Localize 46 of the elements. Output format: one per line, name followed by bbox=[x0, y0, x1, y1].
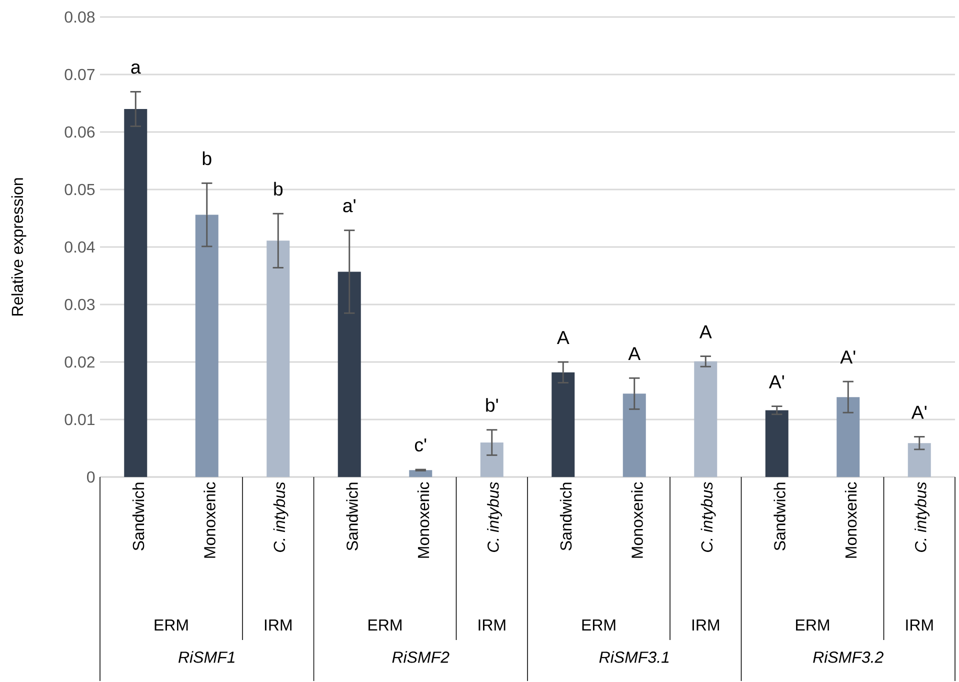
y-tick-label: 0 bbox=[87, 471, 95, 483]
text: RiSMF3.1 bbox=[599, 651, 669, 663]
text: RiSMF2 bbox=[392, 651, 450, 663]
text: RiSMF1 bbox=[178, 651, 234, 663]
y-tick-label: 0.08 bbox=[64, 11, 95, 23]
y-tick-label: 0.03 bbox=[64, 298, 95, 310]
y-tick-label: 0.07 bbox=[64, 68, 94, 80]
annotation: b' bbox=[486, 398, 498, 412]
x-tick-label: Monoxenic bbox=[204, 482, 216, 558]
x-tick-label: C. intybus bbox=[273, 482, 288, 552]
x-tick-label: Sandwich bbox=[560, 482, 572, 550]
y-tick-label: 0.04 bbox=[64, 241, 95, 253]
x-tick-label: C. intybus bbox=[487, 482, 502, 552]
annotation: A bbox=[628, 347, 641, 360]
annotation: b bbox=[202, 151, 212, 166]
text: ERM bbox=[368, 620, 402, 631]
x-tick-label: C. intybus bbox=[914, 482, 930, 552]
y-axis-title: Relative expression bbox=[11, 178, 26, 316]
annotation: A' bbox=[911, 406, 926, 419]
annotation: c' bbox=[414, 438, 426, 452]
text: ERM bbox=[582, 620, 616, 631]
annotation: a' bbox=[343, 199, 356, 212]
y-tick-label: 0.06 bbox=[64, 126, 95, 138]
x-tick-label: Monoxenic bbox=[844, 482, 857, 558]
annotation: A' bbox=[840, 350, 856, 364]
annotation: b bbox=[274, 182, 283, 196]
text: ERM bbox=[154, 620, 188, 631]
y-tick-label: 0.05 bbox=[64, 184, 95, 196]
x-tick-label: Sandwich bbox=[774, 482, 786, 550]
text: RiSMF3.2 bbox=[813, 651, 884, 663]
y-tick-label: 0.01 bbox=[64, 414, 95, 426]
text: ERM bbox=[796, 620, 829, 631]
text: IRM bbox=[692, 620, 719, 631]
text: IRM bbox=[906, 620, 933, 631]
annotation: A bbox=[699, 325, 712, 338]
y-tick-label: 0.02 bbox=[64, 356, 94, 368]
x-tick-label: Monoxenic bbox=[417, 482, 430, 558]
annotation: A' bbox=[768, 375, 784, 388]
annotation: a bbox=[131, 63, 141, 74]
text: IRM bbox=[478, 620, 506, 631]
x-tick-label: C. intybus bbox=[700, 482, 716, 552]
x-tick-label: Sandwich bbox=[132, 482, 144, 550]
annotation: A bbox=[556, 331, 570, 344]
text: IRM bbox=[264, 620, 292, 631]
x-tick-label: Monoxenic bbox=[631, 482, 643, 558]
x-tick-label: Sandwich bbox=[346, 482, 358, 550]
